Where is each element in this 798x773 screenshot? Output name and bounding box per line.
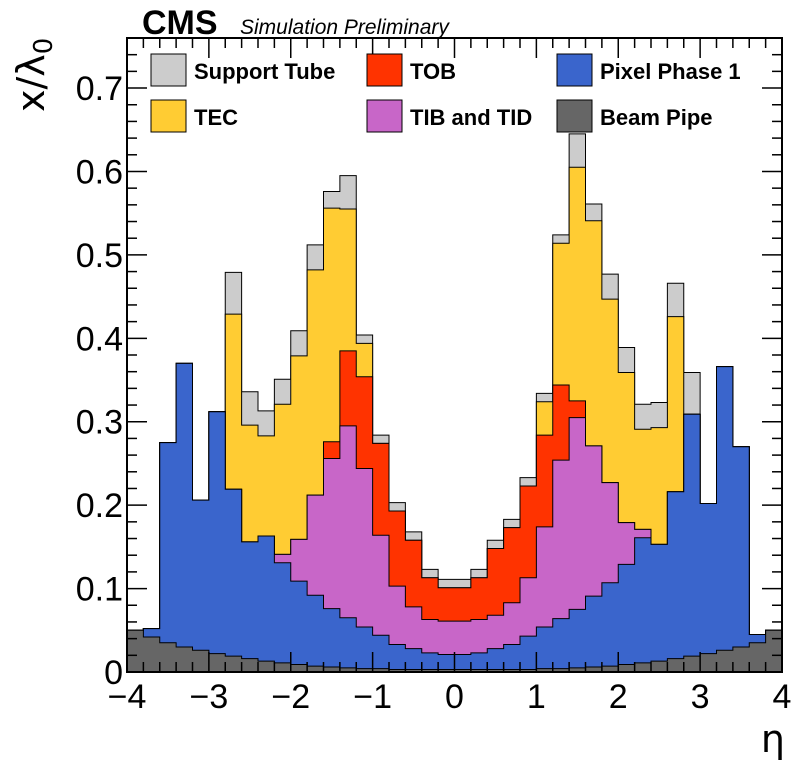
x-tick-label: 3 [691, 678, 710, 716]
legend-entry: TIB and TID [366, 99, 532, 133]
legend-swatch [150, 99, 187, 133]
legend-swatch [366, 53, 403, 87]
legend-swatch [366, 99, 403, 133]
legend-swatch [556, 53, 593, 87]
status-label: Simulation Preliminary [240, 16, 450, 39]
y-tick-label: 0.4 [76, 320, 123, 358]
legend-entry: Beam Pipe [556, 99, 713, 133]
legend-entry: Pixel Phase 1 [556, 53, 741, 87]
x-tick-label: −1 [353, 678, 392, 716]
legend-label: Pixel Phase 1 [600, 59, 741, 84]
experiment-label: CMS [142, 4, 218, 42]
y-axis-title-group: x/λ0 [9, 38, 59, 112]
legend: Support Tube TOB Pixel Phase 1 TEC TIB and T… [150, 53, 741, 133]
legend-label: TOB [410, 59, 456, 84]
legend-label: TIB and TID [410, 105, 532, 130]
y-tick-label: 0.7 [76, 70, 123, 108]
y-tick-label: 0.6 [76, 153, 123, 191]
y-tick-label: 0.3 [76, 404, 123, 442]
stacked-areas [126, 133, 783, 673]
y-axis-subscript: 0 [29, 38, 59, 55]
y-axis-title: x/λ [9, 54, 53, 112]
legend-swatch [150, 53, 187, 87]
svg-text:x/λ0: x/λ0 [9, 38, 59, 112]
axis-ticks [126, 37, 783, 673]
legend-label: TEC [194, 105, 238, 130]
legend-label: Beam Pipe [600, 105, 713, 130]
x-tick-label: −3 [189, 678, 228, 716]
x-tick-label: −2 [271, 678, 310, 716]
legend-label: Support Tube [194, 59, 335, 84]
x-tick-label: 2 [609, 678, 628, 716]
y-tick-label: 0.2 [76, 487, 123, 525]
legend-entry: TEC [150, 99, 238, 133]
legend-entry: Support Tube [150, 53, 335, 87]
x-axis-title: η [761, 717, 785, 761]
legend-swatch [556, 99, 593, 133]
x-tick-label: 0 [445, 678, 464, 716]
x-tick-label: 1 [527, 678, 546, 716]
y-tick-label: 0.1 [76, 571, 123, 609]
x-tick-label: 4 [773, 678, 792, 716]
area-pixel-phase-1 [126, 362, 783, 673]
legend-entry: TOB [366, 53, 456, 87]
tick-labels: −4 −3 −2 −1 0 1 2 3 4 0 0.1 0.2 0.3 0.4 0.5 0.6 0.7 [76, 70, 792, 716]
y-tick-label: 0 [104, 654, 123, 692]
x-tick-label: −4 [108, 678, 147, 716]
y-tick-label: 0.5 [76, 237, 123, 275]
